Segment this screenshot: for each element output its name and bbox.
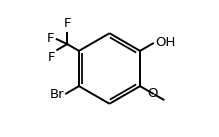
- Text: O: O: [148, 87, 158, 100]
- Text: OH: OH: [155, 36, 175, 49]
- Text: F: F: [64, 17, 71, 30]
- Text: F: F: [48, 51, 55, 64]
- Text: Br: Br: [50, 88, 64, 101]
- Text: F: F: [47, 32, 55, 45]
